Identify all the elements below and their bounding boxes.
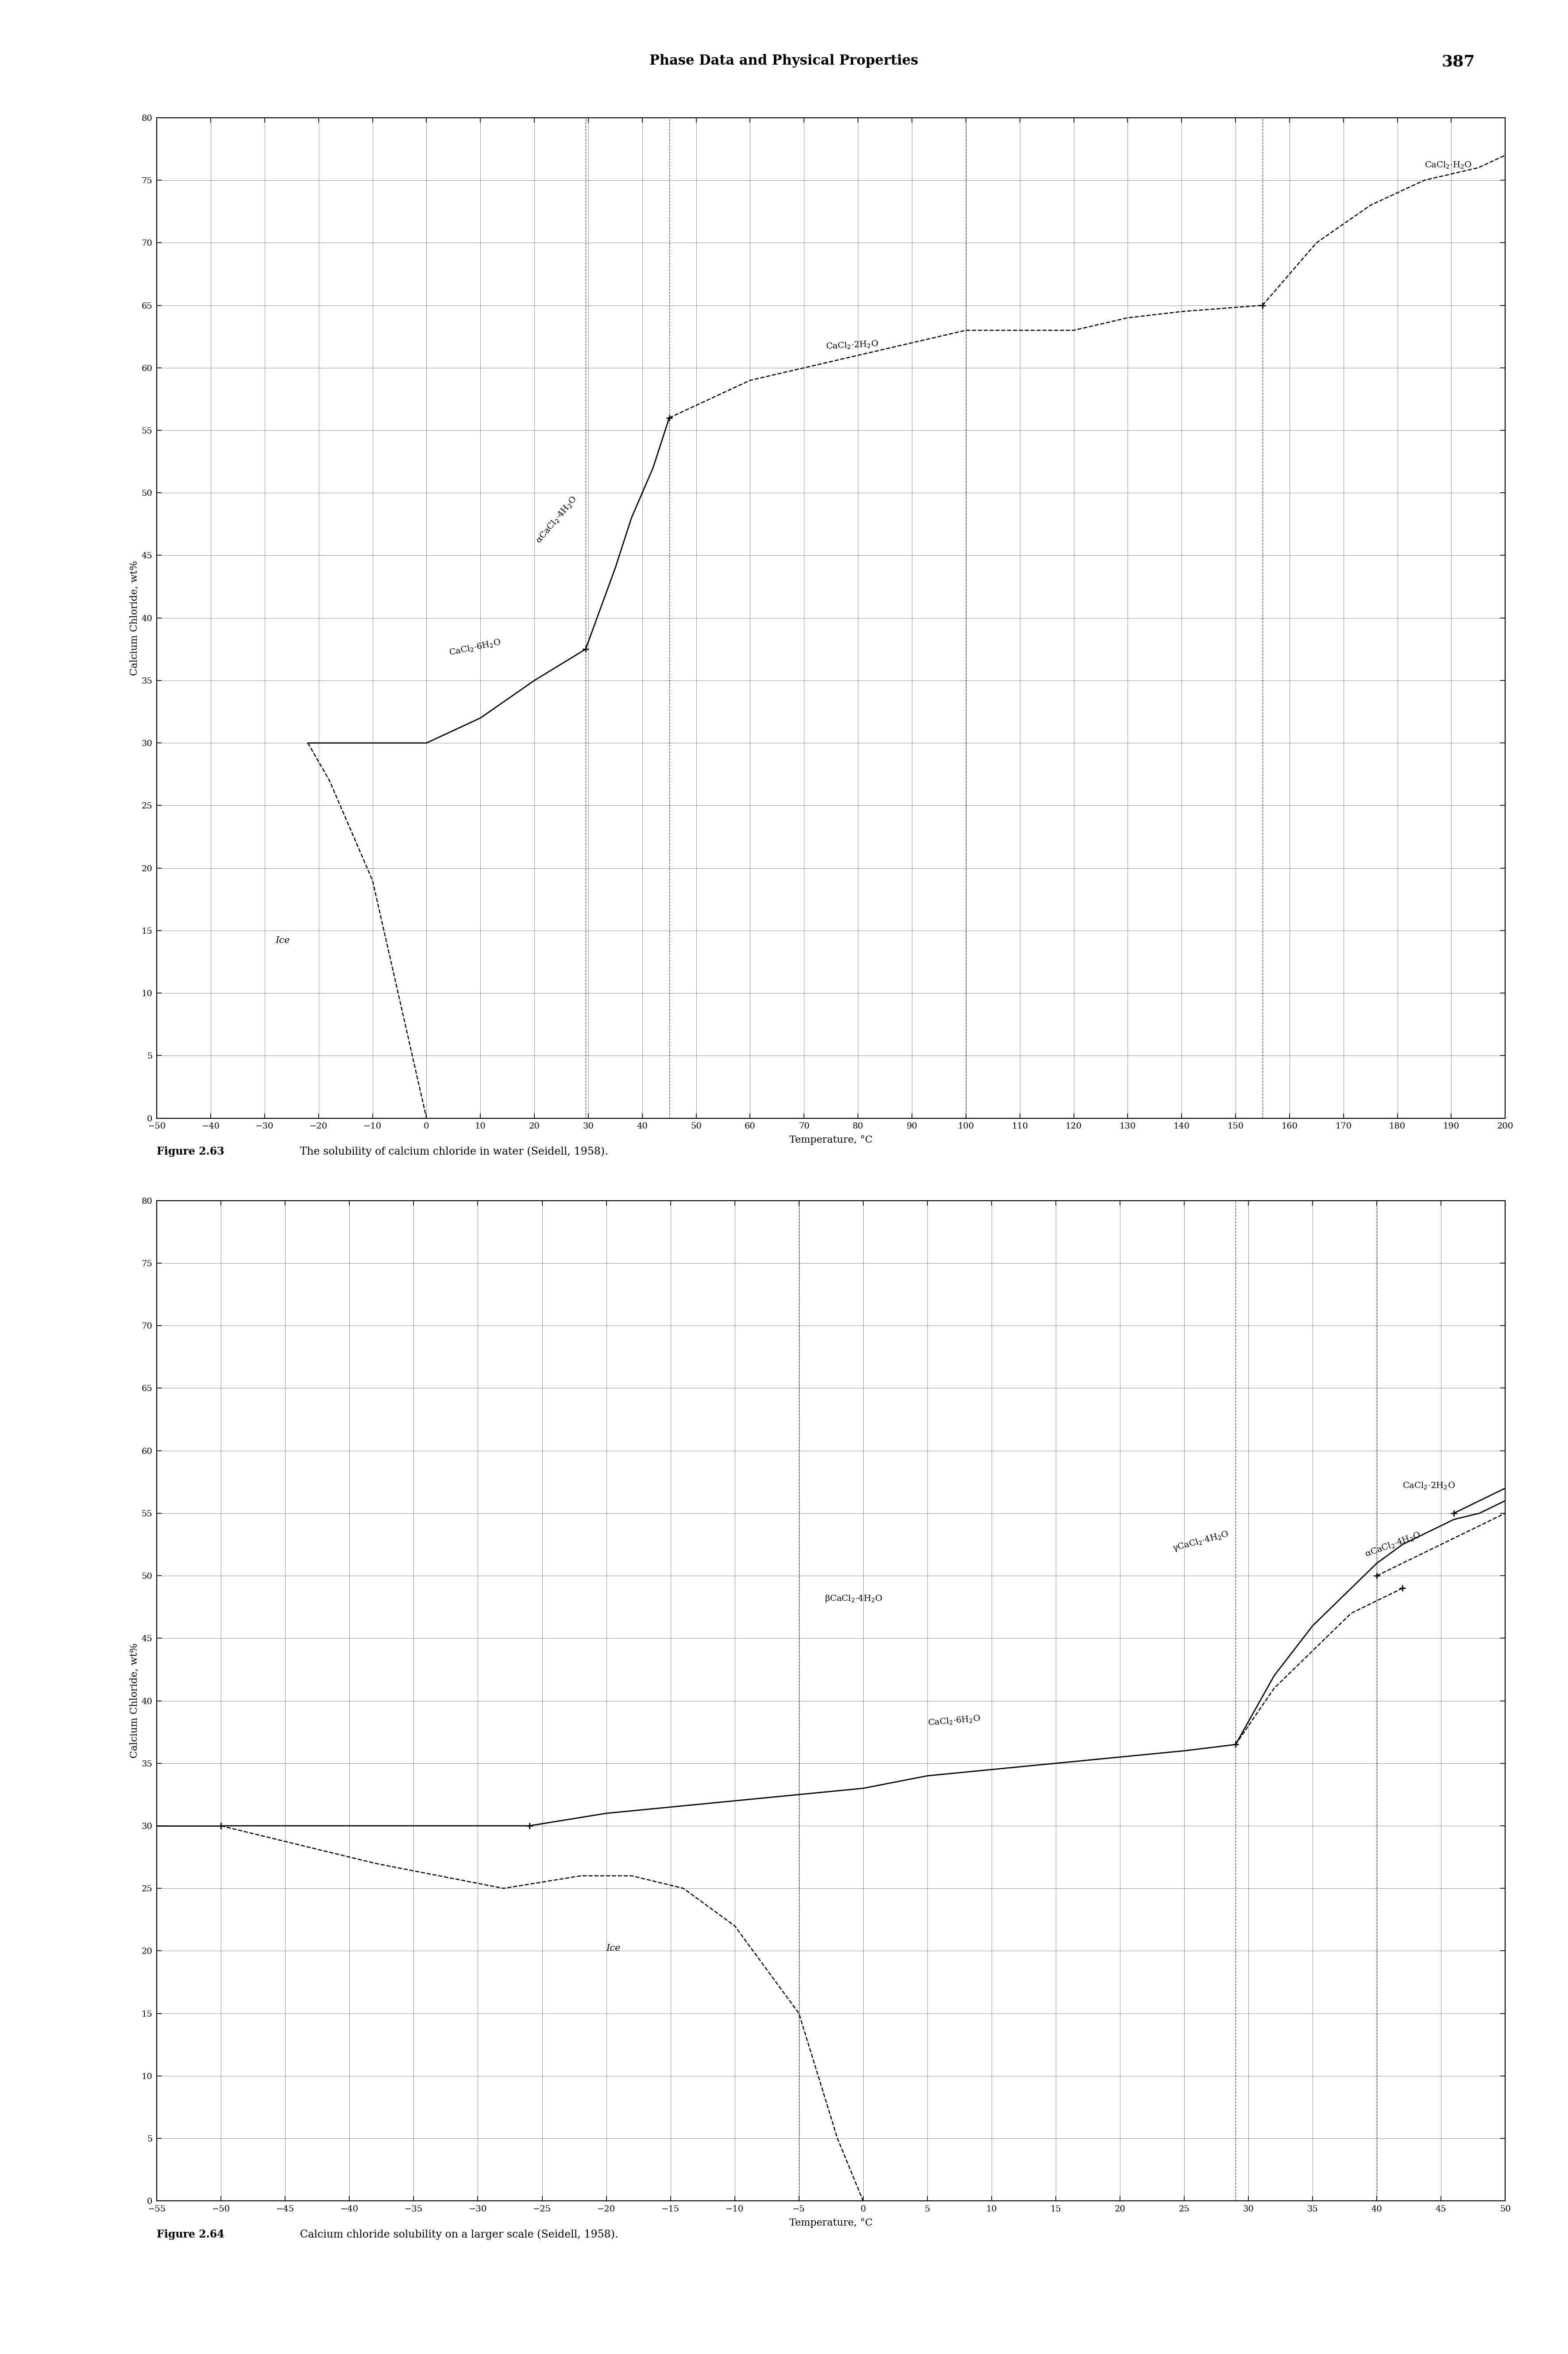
- Text: Figure 2.63: Figure 2.63: [157, 1146, 224, 1158]
- Text: CaCl$_2$·6H$_2$O: CaCl$_2$·6H$_2$O: [448, 638, 502, 657]
- Text: γCaCl$_2$·4H$_2$O: γCaCl$_2$·4H$_2$O: [1171, 1530, 1229, 1554]
- Text: αCaCl$_2$·4H$_2$O: αCaCl$_2$·4H$_2$O: [1364, 1530, 1422, 1558]
- Text: Figure 2.64: Figure 2.64: [157, 2229, 224, 2241]
- Text: The solubility of calcium chloride in water (Seidell, 1958).: The solubility of calcium chloride in wa…: [290, 1146, 608, 1156]
- Text: CaCl$_2$·2H$_2$O: CaCl$_2$·2H$_2$O: [1402, 1481, 1455, 1490]
- Text: βCaCl$_2$·4H$_2$O: βCaCl$_2$·4H$_2$O: [825, 1594, 883, 1603]
- Text: 387: 387: [1441, 54, 1475, 68]
- Text: Calcium chloride solubility on a larger scale (Seidell, 1958).: Calcium chloride solubility on a larger …: [290, 2229, 618, 2239]
- Text: Phase Data and Physical Properties: Phase Data and Physical Properties: [649, 54, 919, 68]
- Text: CaCl$_2$·6H$_2$O: CaCl$_2$·6H$_2$O: [927, 1714, 980, 1728]
- Y-axis label: Calcium Chloride, wt%: Calcium Chloride, wt%: [129, 560, 140, 676]
- Text: αCaCl$_2$·4H$_2$O: αCaCl$_2$·4H$_2$O: [535, 494, 579, 546]
- Text: Ice: Ice: [276, 937, 290, 944]
- Y-axis label: Calcium Chloride, wt%: Calcium Chloride, wt%: [129, 1643, 140, 1758]
- Text: Ice: Ice: [607, 1944, 621, 1954]
- Text: CaCl$_2$·H$_2$O: CaCl$_2$·H$_2$O: [1424, 160, 1472, 169]
- Text: CaCl$_2$·2H$_2$O: CaCl$_2$·2H$_2$O: [826, 339, 878, 351]
- X-axis label: Temperature, °C: Temperature, °C: [789, 1135, 873, 1144]
- X-axis label: Temperature, °C: Temperature, °C: [789, 2217, 873, 2227]
